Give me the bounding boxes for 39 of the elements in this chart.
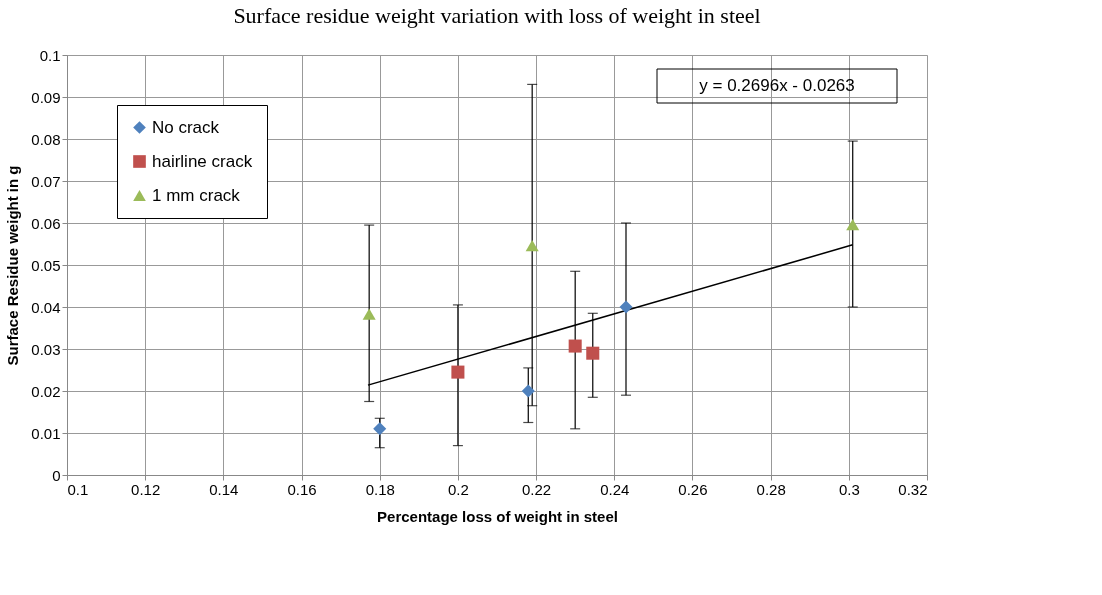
y-tick-label: 0.07 xyxy=(31,172,61,190)
x-tick-label: 0.22 xyxy=(521,480,552,498)
x-tick-label: 0.3 xyxy=(838,480,860,498)
y-tick-label: 0.05 xyxy=(31,256,61,274)
annotation: y = 0.2696x - 0.0263 xyxy=(699,76,855,95)
x-tick-label: 0.2 xyxy=(447,480,469,498)
legend-label: No crack xyxy=(152,117,220,137)
y-tick-label: 0 xyxy=(52,466,61,484)
x-tick-label: 0.18 xyxy=(365,480,395,498)
x-tick-label: 0.26 xyxy=(678,480,708,498)
x-tick-label: 0.12 xyxy=(131,480,161,498)
point xyxy=(521,384,535,398)
legend-label: hairline crack xyxy=(152,151,253,171)
y-tick-label: 0.09 xyxy=(31,88,61,106)
point xyxy=(362,308,376,320)
point xyxy=(373,422,387,436)
point xyxy=(568,339,582,353)
point xyxy=(525,240,539,252)
legend-label: 1 mm crack xyxy=(152,185,241,205)
point xyxy=(846,219,860,231)
y-tick-label: 0.08 xyxy=(31,130,61,148)
x-tick-label: 0.24 xyxy=(600,480,630,498)
x-tick-label: 0.16 xyxy=(287,480,317,498)
y-axis-title: Surface Residue weight in g xyxy=(4,165,22,366)
y-tick-label: 0.04 xyxy=(31,298,61,316)
point xyxy=(586,346,600,360)
y-tick-label: 0.01 xyxy=(31,424,61,442)
x-tick-label: 0.28 xyxy=(756,480,786,498)
chart-title: Surface residue weight variation with loss of weight in steel xyxy=(233,3,761,28)
x-tick-label: 0.14 xyxy=(209,480,239,498)
x-tick-label: 0.32 xyxy=(898,480,928,498)
x-tick-label: 0.1 xyxy=(67,480,89,498)
y-tick-label: 0.03 xyxy=(31,340,61,358)
x-axis-title: Percentage loss of weight in steel xyxy=(377,507,618,525)
y-tick-label: 0.06 xyxy=(31,214,61,232)
point xyxy=(619,300,633,314)
y-tick-label: 0.1 xyxy=(39,46,61,64)
y-tick-label: 0.02 xyxy=(31,382,61,400)
point xyxy=(451,365,465,379)
